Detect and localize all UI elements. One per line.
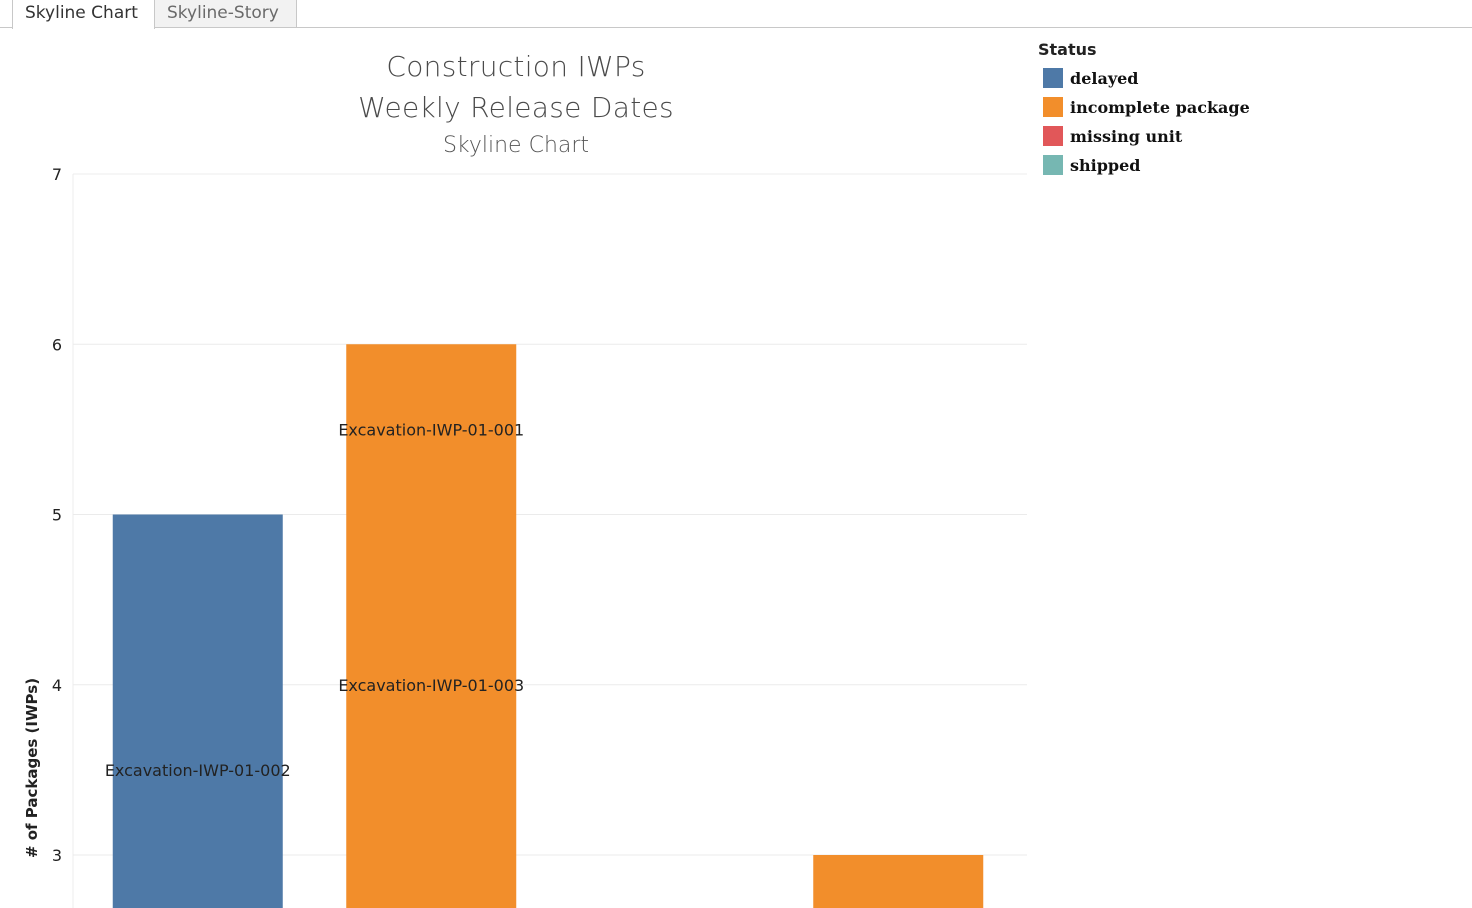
y-axis-label: # of Packages (IWPs) <box>23 678 41 858</box>
legend-item-missing-unit[interactable]: missing unit <box>1038 126 1298 155</box>
legend-label: shipped <box>1070 156 1141 175</box>
chart-title: Construction IWPs <box>386 50 646 83</box>
chart-subtitle: Skyline Chart <box>442 133 590 158</box>
tab-strip: Skyline Chart Skyline-Story <box>0 0 1472 29</box>
y-tick-label: 5 <box>52 506 62 525</box>
y-tick-label: 6 <box>52 335 62 354</box>
legend-item-incomplete-package[interactable]: incomplete package <box>1038 97 1298 126</box>
y-tick-label: 3 <box>52 846 62 865</box>
bar-label: Excavation-IWP-01-001 <box>338 420 524 439</box>
legend-item-delayed[interactable]: delayed <box>1038 68 1298 97</box>
legend-swatch <box>1043 97 1063 117</box>
chart-title-line2: Weekly Release Dates <box>358 91 674 124</box>
bar <box>813 855 984 908</box>
bar <box>346 344 517 908</box>
y-tick-label: 7 <box>52 165 62 184</box>
bar-label: Excavation-IWP-01-002 <box>105 761 291 780</box>
tab-skyline-story[interactable]: Skyline-Story <box>155 0 297 28</box>
bar <box>112 514 283 908</box>
bar-label: Excavation-IWP-01-003 <box>338 676 524 695</box>
legend-title: Status <box>1038 40 1097 59</box>
skyline-chart: 3 4 5 6 7 # of Packages (IWPs) Excavation-IWP-… <box>23 165 1027 908</box>
legend-label: missing unit <box>1070 127 1183 146</box>
tab-skyline-chart[interactable]: Skyline Chart <box>12 0 155 29</box>
legend-label: delayed <box>1070 69 1139 88</box>
legend-swatch <box>1043 126 1063 146</box>
legend-swatch <box>1043 155 1063 175</box>
legend-label: incomplete package <box>1070 98 1250 117</box>
legend-swatch <box>1043 68 1063 88</box>
y-tick-label: 4 <box>52 676 62 695</box>
legend-item-shipped[interactable]: shipped <box>1038 155 1298 184</box>
status-legend: Status delayed incomplete package missin… <box>1038 40 1298 184</box>
